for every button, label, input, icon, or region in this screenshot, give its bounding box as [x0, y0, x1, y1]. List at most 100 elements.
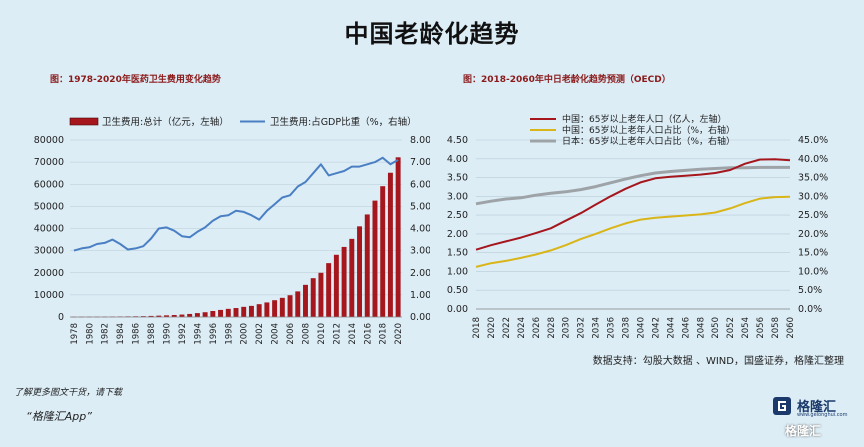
y-right-tick-label: 6.00 [410, 179, 430, 190]
bar-2013 [341, 246, 347, 317]
y-left-tick-label: 80000 [34, 135, 64, 146]
bar-1993 [187, 313, 193, 317]
x-tick-label: 2018 [472, 317, 482, 339]
y-left-tick-label: 0.00 [447, 304, 468, 315]
x-tick-label: 1988 [147, 323, 157, 345]
bar-1995 [202, 312, 208, 317]
bar-2020 [395, 157, 401, 317]
y-right-tick-label: 30.0% [798, 191, 828, 202]
x-tick-label: 2000 [240, 323, 250, 345]
x-tick-label: 2012 [332, 323, 342, 345]
bar-1996 [210, 311, 216, 317]
y-right-tick-label: 25.0% [798, 210, 828, 221]
bar-1998 [225, 308, 231, 317]
y-left-tick-label: 40000 [34, 224, 64, 235]
legend-swatch-bars [69, 117, 99, 126]
x-tick-label: 1978 [70, 323, 80, 345]
x-tick-label: 2052 [726, 317, 736, 339]
y-right-tick-label: 1.00 [410, 290, 430, 301]
y-right-tick-label: 0.00 [410, 312, 430, 323]
x-tick-label: 2018 [379, 323, 389, 345]
chart-health-expenditure: 0 10000 20000 30000 40000 50000 60000 70000 8000… [34, 116, 430, 345]
bar-2007 [295, 291, 301, 317]
legend-label-2: 日本：65岁以上老年人口占比（%，右轴） [562, 135, 735, 147]
bar-2000 [241, 306, 247, 317]
bar-2008 [303, 284, 308, 317]
chart2-title: 图：2018-2060年中日老龄化趋势预测（OECD） [463, 75, 671, 85]
y-left-tick-label: 0.50 [447, 285, 468, 296]
bar-1988 [148, 315, 154, 317]
bar-2016 [364, 214, 370, 317]
x-tick-label: 2006 [286, 323, 296, 345]
x-tick-label: 2016 [363, 323, 373, 345]
x-tick-label: 2054 [741, 317, 751, 339]
bar-2009 [310, 278, 316, 317]
x-tick-label: 1980 [85, 323, 95, 345]
y-right-tick-label: 40.0% [798, 154, 828, 165]
bar-2004 [272, 300, 278, 317]
bar-1992 [179, 314, 185, 317]
y-left-tick-label: 4.00 [447, 154, 468, 165]
y-left-tick-label: 10000 [34, 290, 64, 301]
x-tick-label: 2046 [681, 317, 691, 339]
x-tick-label: 2038 [622, 317, 632, 339]
x-tick-label: 2028 [547, 317, 557, 339]
y-left-tick-label: 20000 [34, 268, 64, 279]
y-left-tick-label: 0 [58, 312, 64, 323]
source-note: 数据支持：勾股大数据 、WIND，国盛证券，格隆汇整理 [592, 356, 844, 367]
y-right-tick-label: 10.0% [798, 266, 828, 277]
x-tick-label: 1996 [209, 323, 219, 345]
series-line-1 [475, 195, 791, 268]
bar-2003 [264, 302, 270, 317]
y-left-tick-label: 1.50 [447, 248, 468, 259]
x-tick-label: 2010 [317, 323, 327, 345]
download-note: 了解更多图文干货，请下载 [14, 388, 123, 398]
bar-1997 [218, 309, 224, 317]
x-tick-label: 2008 [301, 323, 311, 345]
bar-2002 [256, 304, 262, 317]
chart-aging-forecast: 0.00 0.50 1.00 1.50 2.00 2.50 3.00 3.50 4.00 4.50… [447, 113, 828, 339]
x-tick-label: 1982 [101, 323, 111, 345]
legend-label-0: 中国：65岁以上老年人口（亿人，左轴） [562, 113, 726, 125]
x-tick-label: 2040 [636, 317, 646, 339]
legend-label-line: 卫生费用:占GDP比重（%，右轴） [270, 116, 417, 128]
y-left-tick-label: 2.00 [447, 229, 468, 240]
x-tick-label: 2044 [666, 317, 676, 339]
x-tick-label: 1994 [193, 323, 203, 345]
app-name: “格隆汇App” [26, 410, 92, 423]
bar-2005 [279, 297, 285, 317]
y-left-tick-label: 2.50 [447, 210, 468, 221]
x-tick-label: 2002 [255, 323, 265, 345]
bar-2010 [318, 272, 324, 317]
bar-1989 [156, 315, 162, 317]
x-tick-label: 1992 [178, 323, 188, 345]
x-tick-label: 2050 [711, 317, 721, 339]
y-left-tick-label: 3.50 [447, 173, 468, 184]
y-right-tick-label: 8.00 [410, 135, 430, 146]
x-tick-label: 2058 [771, 317, 781, 339]
y-right-tick-label: 35.0% [798, 173, 828, 184]
y-right-tick-label: 20.0% [798, 229, 828, 240]
x-tick-label: 1998 [224, 323, 234, 345]
y-right-tick-label: 0.0% [798, 304, 822, 315]
y-right-tick-label: 2.00 [410, 268, 430, 279]
x-tick-label: 2020 [394, 323, 404, 345]
logo-icon [773, 397, 791, 415]
bar-2017 [372, 200, 378, 317]
x-tick-label: 2004 [271, 323, 281, 345]
bar-1987 [140, 316, 146, 317]
y-right-tick-label: 4.00 [410, 224, 430, 235]
chart1-title: 图：1978-2020年医药卫生费用变化趋势 [50, 75, 221, 85]
y-right-tick-label: 3.00 [410, 246, 430, 257]
x-tick-label: 2014 [348, 323, 358, 345]
x-tick-label: 1986 [132, 323, 142, 345]
y-left-tick-label: 3.00 [447, 191, 468, 202]
x-tick-label: 2056 [756, 317, 766, 339]
x-tick-label: 2032 [577, 317, 587, 339]
y-right-tick-label: 5.00 [410, 201, 430, 212]
y-right-tick-label: 45.0% [798, 135, 828, 146]
bar-1991 [171, 315, 177, 317]
bar-2014 [349, 238, 355, 317]
y-left-tick-label: 70000 [34, 157, 64, 168]
bar-2018 [380, 186, 386, 317]
